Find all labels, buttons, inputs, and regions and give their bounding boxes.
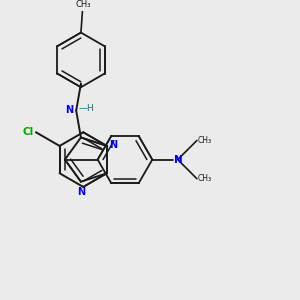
Text: —H: —H (79, 103, 94, 112)
Text: CH₃: CH₃ (198, 136, 212, 145)
Text: CH₃: CH₃ (75, 1, 91, 10)
Text: N: N (77, 187, 85, 197)
Text: N: N (174, 154, 182, 165)
Text: CH₃: CH₃ (198, 174, 212, 183)
Text: N: N (66, 105, 74, 115)
Text: N: N (110, 140, 118, 150)
Text: Cl: Cl (22, 127, 33, 137)
